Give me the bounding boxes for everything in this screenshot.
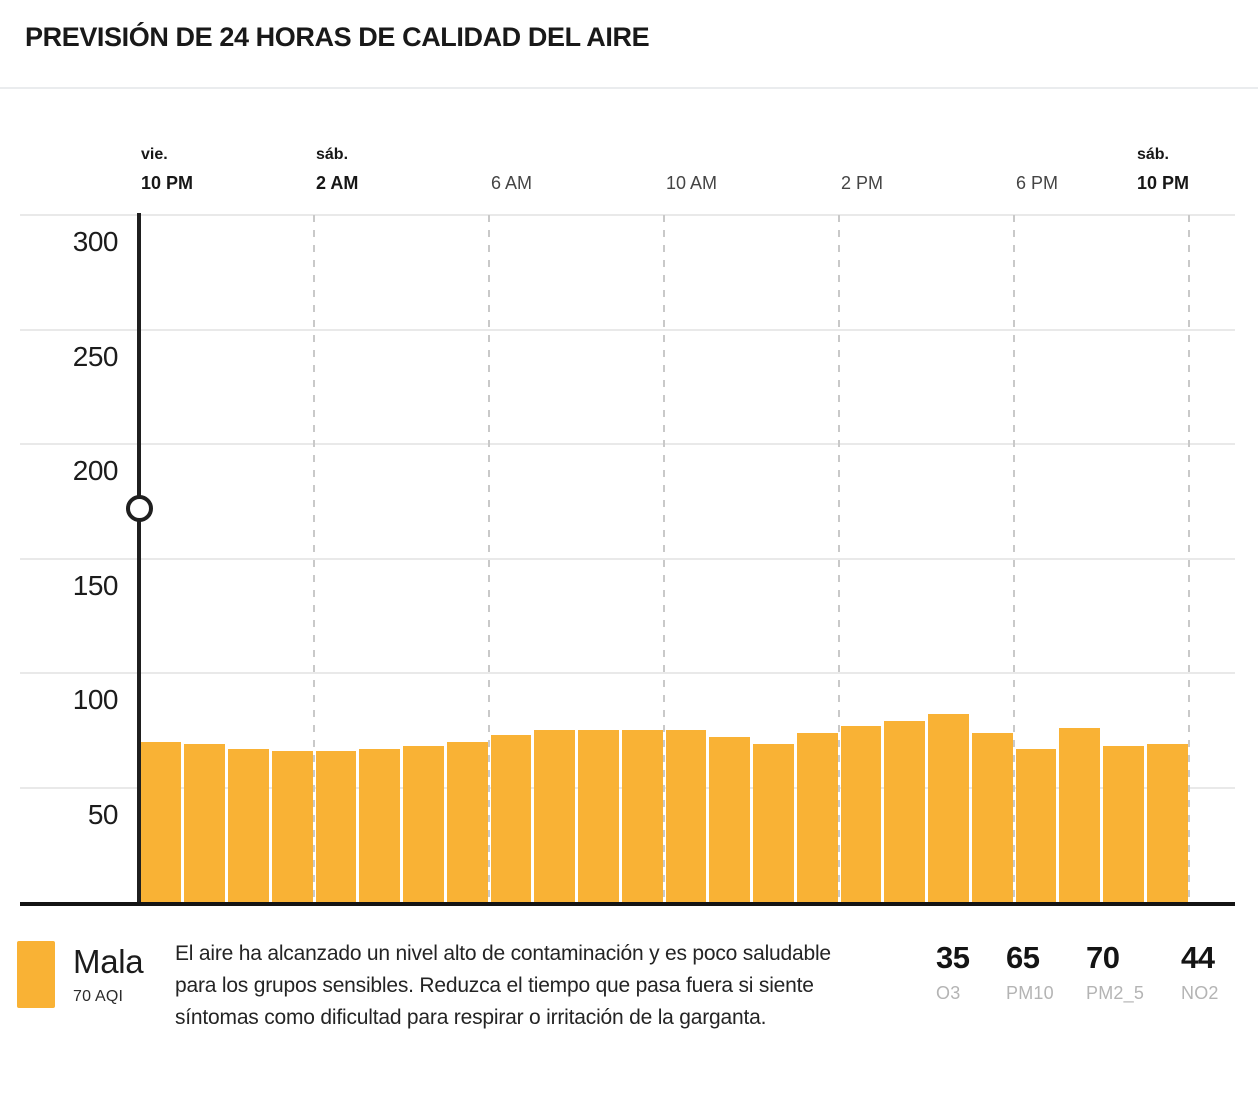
y-gridline: [20, 672, 1235, 674]
aqi-bar[interactable]: [665, 730, 707, 902]
x-gridline-dashed: [838, 215, 840, 902]
aqi-current-value-label: 70 AQI: [73, 988, 124, 1005]
aqi-bar[interactable]: [578, 730, 619, 902]
aqi-bar[interactable]: [490, 734, 532, 902]
y-gridline: [20, 557, 1235, 560]
day-label: sáb.: [316, 146, 349, 163]
y-axis-tick-label: 150: [72, 569, 119, 601]
pollutant-label: NO2: [1181, 983, 1219, 1003]
y-gridline: [20, 443, 1235, 445]
y-gridline: [20, 328, 1235, 331]
pollutant-value: 65: [1006, 940, 1040, 975]
pollutant-value: 44: [1181, 940, 1215, 975]
hour-label: 6 AM: [491, 173, 533, 193]
hour-label: 2 PM: [841, 173, 884, 193]
aqi-bar[interactable]: [928, 714, 969, 902]
time-tick-label: 6 AM: [491, 144, 532, 194]
aqi-bar[interactable]: [315, 750, 357, 902]
hour-label: 10 PM: [1136, 173, 1189, 193]
pollutant-column: 65 PM10: [1006, 941, 1054, 1004]
x-axis-line: [20, 902, 1235, 906]
hour-label: 6 PM: [1016, 173, 1059, 193]
aqi-bar[interactable]: [228, 748, 269, 902]
pollutant-label: PM10: [1006, 983, 1054, 1003]
hour-label: 10 AM: [666, 173, 718, 193]
aqi-bar[interactable]: [1059, 727, 1100, 902]
hour-label: 10 PM: [141, 173, 194, 193]
aqi-bar[interactable]: [840, 725, 882, 902]
aqi-bar[interactable]: [709, 737, 750, 902]
header-divider: [0, 87, 1258, 89]
pollutant-label: PM2_5: [1086, 983, 1145, 1003]
time-tick-label: 10 AM: [666, 144, 717, 194]
day-label: sáb.: [1136, 146, 1169, 163]
y-axis-tick-label: 200: [72, 455, 119, 486]
x-gridline-dashed: [1188, 215, 1190, 902]
y-axis-tick-label: 250: [72, 340, 119, 372]
pollutant-column: 44 NO2: [1181, 941, 1219, 1004]
aqi-bar[interactable]: [359, 748, 400, 902]
y-gridline: [20, 214, 1235, 216]
x-gridline-dashed: [488, 215, 490, 902]
pollutant-value: 70: [1086, 940, 1120, 975]
aqi-bar[interactable]: [1146, 743, 1188, 902]
y-axis-tick-label: 50: [87, 798, 119, 830]
aqi-bar[interactable]: [753, 743, 794, 902]
day-label: [491, 144, 532, 165]
aqi-category-label: Mala: [73, 943, 144, 980]
pollutant-value: 35: [936, 940, 970, 975]
aqi-bar[interactable]: [796, 732, 838, 902]
aqi-bar[interactable]: [621, 730, 663, 902]
hour-label: 2 AM: [316, 173, 359, 193]
aqi-bar[interactable]: [184, 743, 225, 902]
aqi-bar[interactable]: [971, 732, 1013, 902]
aqi-bar[interactable]: [403, 746, 444, 902]
pollutant-column: 70 PM2_5: [1086, 941, 1144, 1004]
page-title: PREVISIÓN DE 24 HORAS DE CALIDAD DEL AIR…: [25, 22, 650, 52]
current-time-line: [137, 213, 141, 902]
aqi-category-swatch: [17, 941, 55, 1008]
time-tick-label: 6 PM: [1016, 144, 1058, 194]
pollutant-column: 35 O3: [936, 940, 970, 1004]
current-time-marker[interactable]: [125, 494, 153, 522]
y-axis-tick-label: 300: [72, 226, 119, 257]
pollutant-label: O3: [936, 983, 961, 1003]
y-axis-tick-label: 100: [72, 684, 119, 715]
aqi-bar[interactable]: [1015, 748, 1057, 902]
x-gridline-dashed: [663, 215, 665, 902]
x-gridline-dashed: [1013, 215, 1015, 902]
aqi-bar[interactable]: [140, 741, 182, 902]
day-label: vie.: [141, 146, 168, 163]
aqi-bar[interactable]: [446, 741, 488, 902]
time-tick-label: vie. 10 PM: [141, 144, 193, 194]
x-gridline-dashed: [313, 215, 315, 902]
day-label: [841, 144, 883, 165]
aqi-bar[interactable]: [1103, 746, 1144, 902]
time-tick-label: sáb. 10 PM: [1137, 144, 1189, 194]
aqi-bar[interactable]: [271, 750, 313, 902]
day-label: [1016, 144, 1058, 165]
aqi-description: El aire ha alcanzado un nivel alto de co…: [175, 942, 831, 1029]
time-tick-label: sáb. 2 AM: [316, 144, 358, 194]
aqi-bar[interactable]: [884, 721, 925, 902]
aqi-bar[interactable]: [534, 730, 575, 902]
time-tick-label: 2 PM: [841, 144, 883, 194]
day-label: [666, 144, 717, 165]
